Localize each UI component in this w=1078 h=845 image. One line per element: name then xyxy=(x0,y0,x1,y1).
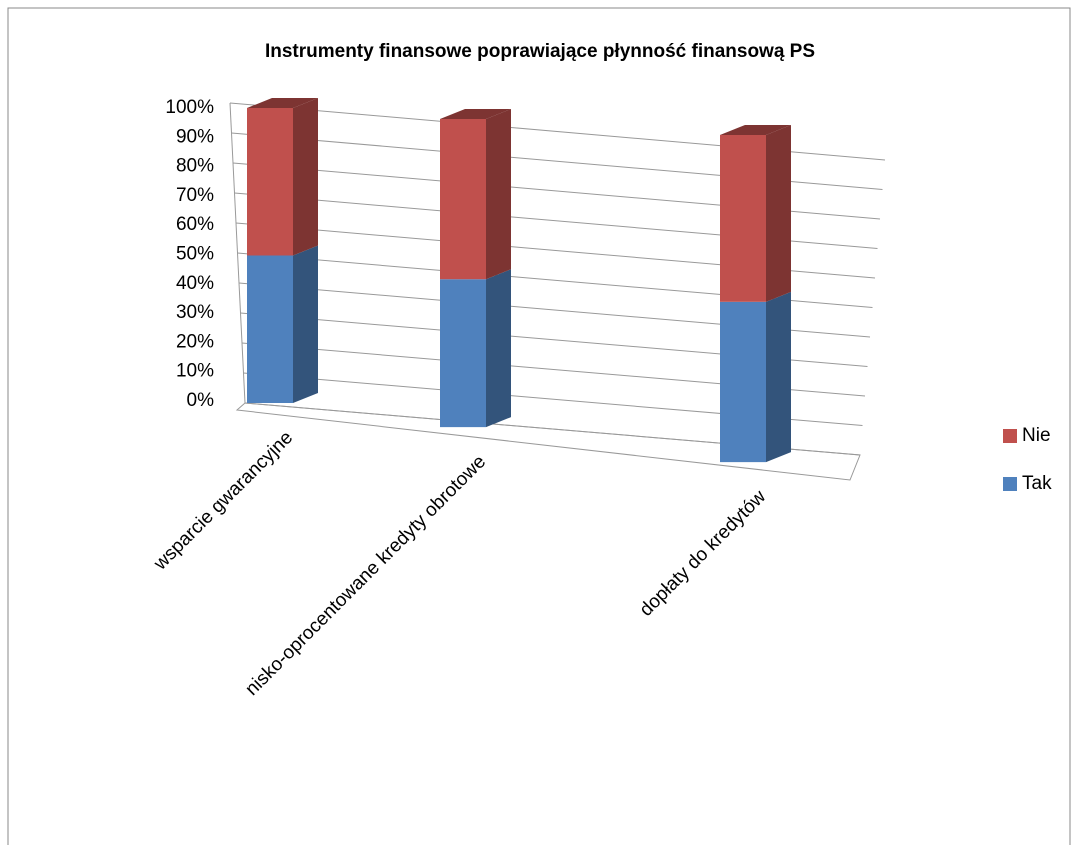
y-tick-label: 60% xyxy=(176,214,214,235)
y-tick-label: 90% xyxy=(176,126,214,147)
y-tick-label: 70% xyxy=(176,185,214,206)
legend-swatch xyxy=(1003,477,1017,491)
y-tick-label: 30% xyxy=(176,302,214,323)
legend-label: Nie xyxy=(1022,425,1051,446)
y-tick-label: 80% xyxy=(176,156,214,177)
chart-title: Instrumenty finansowe poprawiające płynn… xyxy=(265,41,815,62)
bar xyxy=(440,119,486,280)
bar-side xyxy=(486,109,511,280)
y-tick-label: 10% xyxy=(176,361,214,382)
y-tick-label: 40% xyxy=(176,273,214,294)
bar-side xyxy=(766,124,791,302)
chart-border xyxy=(7,7,1071,845)
y-tick-label: 20% xyxy=(176,331,214,352)
bar xyxy=(247,255,293,403)
bar xyxy=(440,279,486,428)
bar-top xyxy=(720,124,791,135)
bar-top xyxy=(440,109,511,120)
legend-swatch xyxy=(1003,429,1017,443)
bar-side xyxy=(486,269,511,428)
y-tick-label: 0% xyxy=(187,390,215,411)
bar-top xyxy=(247,98,318,108)
y-tick-label: 50% xyxy=(176,244,214,265)
y-tick-label: 100% xyxy=(165,97,214,118)
bar xyxy=(247,108,293,256)
bar-side xyxy=(293,245,318,403)
bar xyxy=(720,134,766,302)
legend-label: Tak xyxy=(1022,473,1052,494)
bar xyxy=(720,301,766,463)
bar-side xyxy=(293,98,318,256)
bar-side xyxy=(766,291,791,463)
